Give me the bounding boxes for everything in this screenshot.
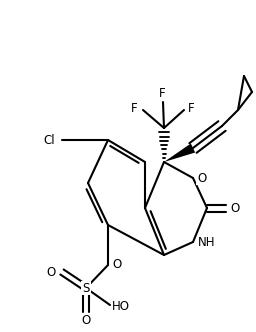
Text: S: S	[82, 282, 90, 294]
Text: NH: NH	[198, 235, 216, 248]
Text: F: F	[159, 87, 165, 100]
Polygon shape	[164, 143, 195, 162]
Text: O: O	[47, 266, 56, 279]
Text: O: O	[81, 314, 91, 327]
Text: F: F	[131, 102, 138, 115]
Text: O: O	[197, 172, 206, 185]
Text: HO: HO	[112, 300, 130, 313]
Text: O: O	[112, 259, 121, 272]
Text: F: F	[188, 102, 195, 115]
Text: Cl: Cl	[43, 133, 55, 146]
Text: O: O	[230, 202, 239, 214]
